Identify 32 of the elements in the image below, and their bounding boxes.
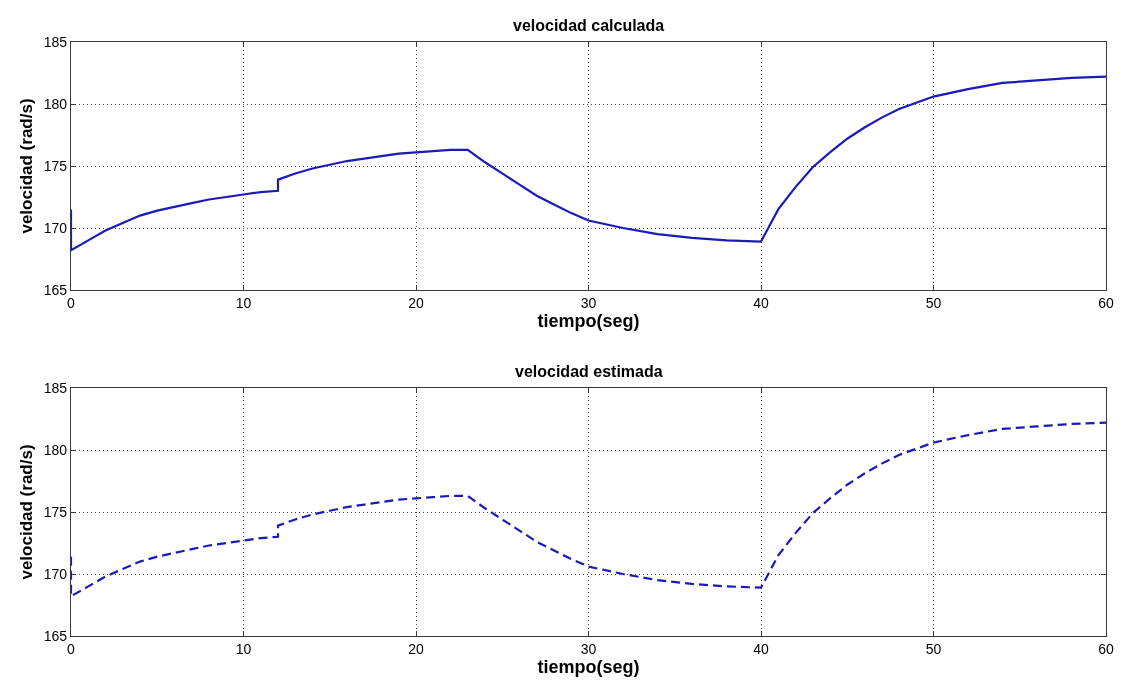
x-tick-label: 20 xyxy=(408,640,424,657)
chart-title: velocidad calculada xyxy=(513,17,665,34)
y-tick-label: 180 xyxy=(43,441,68,458)
line-series xyxy=(71,75,1106,252)
y-tick-label: 175 xyxy=(43,157,68,174)
y-axis-title: velocidad (rad/s) xyxy=(17,444,37,580)
x-tick-label: 0 xyxy=(67,640,76,657)
x-axis-title: tiempo(seg) xyxy=(537,310,640,331)
y-tick-label: 185 xyxy=(43,33,68,50)
x-tick-label: 40 xyxy=(753,294,769,311)
x-tick-label: 30 xyxy=(580,640,597,657)
chart-title: velocidad estimada xyxy=(515,363,663,380)
y-tick-label: 175 xyxy=(43,503,68,520)
x-tick-label: 50 xyxy=(925,640,942,657)
y-tick-label: 165 xyxy=(43,627,68,644)
y-axis-title: velocidad (rad/s) xyxy=(17,98,37,234)
x-tick-label: 30 xyxy=(580,294,597,311)
x-tick-label: 60 xyxy=(1098,294,1114,311)
line-series xyxy=(71,421,1106,598)
y-tick-label: 185 xyxy=(43,379,68,396)
y-tick-label: 170 xyxy=(43,565,68,582)
y-tick-label: 170 xyxy=(43,219,68,236)
y-tick-label: 180 xyxy=(43,95,68,112)
x-tick-label: 40 xyxy=(753,640,769,657)
x-tick-label: 50 xyxy=(925,294,942,311)
x-tick-label: 0 xyxy=(67,294,76,311)
x-tick-label: 10 xyxy=(235,640,252,657)
x-tick-label: 20 xyxy=(408,294,424,311)
x-tick-label: 60 xyxy=(1098,640,1114,657)
y-tick-label: 165 xyxy=(43,281,68,298)
x-tick-label: 10 xyxy=(235,294,252,311)
x-axis-title: tiempo(seg) xyxy=(537,656,640,677)
